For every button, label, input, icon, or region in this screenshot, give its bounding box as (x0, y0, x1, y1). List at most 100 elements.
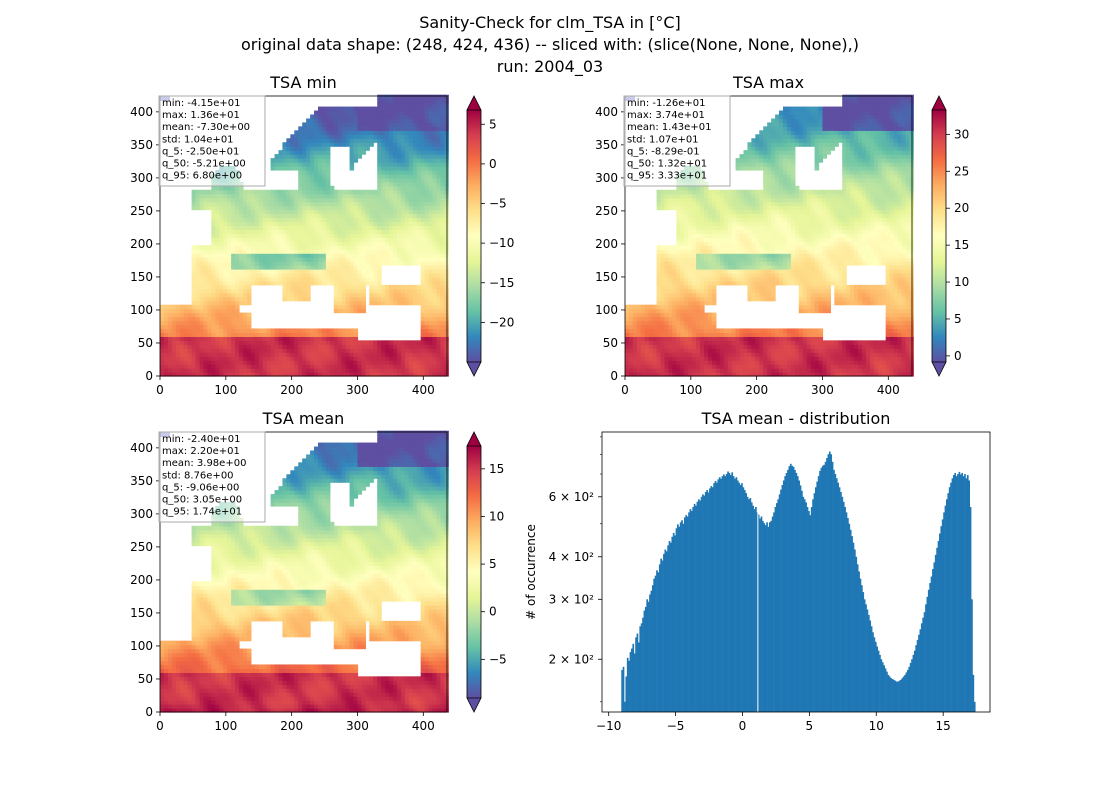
histogram-bar (856, 564, 859, 712)
stats-line: max: 1.36e+01 (162, 110, 240, 121)
tsa-max-colorbar-extend-max (931, 95, 947, 111)
histogram-bar (859, 578, 862, 712)
stats-line: max: 2.20e+01 (162, 446, 240, 457)
histogram-bar (944, 505, 947, 712)
histogram-bar (915, 645, 918, 712)
y-tick-label: 200 (130, 573, 153, 587)
histogram-bar (697, 499, 700, 712)
histogram-bar (902, 676, 905, 712)
x-tick-label: 200 (280, 719, 303, 733)
x-tick-label: 400 (877, 383, 900, 397)
histogram-bar (784, 476, 787, 712)
histogram-bar (683, 517, 686, 712)
histogram-bar (690, 511, 693, 712)
histogram-bar (874, 641, 877, 712)
histogram-bar (947, 493, 950, 712)
y-tick-label: 350 (130, 138, 153, 152)
histogram-bar (624, 701, 626, 712)
y-tick-label: 100 (595, 303, 618, 317)
histogram-bar (842, 501, 845, 712)
histogram-bar (785, 472, 788, 712)
histogram-bar (731, 472, 734, 712)
histogram-bar (770, 520, 773, 712)
histogram-bar (721, 476, 724, 712)
colorbar-tick-label: 0 (489, 605, 497, 619)
histogram-bar (827, 454, 830, 712)
histogram-bar (869, 620, 872, 712)
histogram-bar (791, 465, 793, 712)
histogram-bar (808, 511, 810, 712)
histogram-bar (966, 475, 969, 712)
colorbar-tick-label: −20 (489, 315, 514, 329)
tsa-min-map (160, 94, 449, 377)
histogram-bar (695, 505, 697, 712)
histogram-bar (769, 522, 771, 712)
histogram-bar (735, 477, 738, 712)
histogram-bar (788, 466, 791, 712)
colorbar-tick-label: −15 (489, 276, 514, 290)
x-tick-label: 300 (811, 383, 834, 397)
histogram-bar (714, 480, 717, 712)
tsa-min-colorbar (467, 110, 481, 362)
histogram-bar (767, 526, 770, 712)
y-tick-label: 150 (130, 606, 153, 620)
histogram-bar (897, 681, 899, 712)
histogram-bar (848, 523, 851, 712)
histogram-bar (855, 556, 858, 712)
histogram-bar (893, 679, 895, 712)
histogram-bar (900, 679, 902, 712)
y-tick-label: 150 (130, 270, 153, 284)
stats-line: q_5: -8.29e-01 (627, 146, 700, 157)
histogram-bar (703, 495, 706, 712)
x-tick-label: 400 (412, 719, 435, 733)
histogram-bar (925, 604, 927, 712)
histogram-bar (815, 487, 817, 712)
y-tick-label: 250 (130, 204, 153, 218)
histogram-bar (801, 490, 803, 712)
histogram-bar (865, 604, 867, 712)
histogram-bar (734, 478, 736, 712)
histogram-bar (918, 634, 920, 712)
stats-line: min: -2.40e+01 (162, 434, 241, 445)
histogram-bars (621, 451, 976, 712)
histogram-bar (820, 467, 823, 712)
histogram-bar (912, 654, 915, 712)
histogram-bar (658, 564, 661, 712)
histogram-bar (774, 507, 777, 712)
histogram-bar (831, 461, 834, 712)
stats-line: q_95: 1.74e+01 (162, 507, 242, 518)
histogram-bar (716, 482, 718, 712)
histogram-bar (741, 483, 743, 712)
histogram-bar (830, 454, 833, 712)
histogram-bar (629, 652, 632, 712)
histogram-bar (763, 523, 766, 712)
histogram-bar (633, 653, 636, 712)
histogram-bar (939, 533, 941, 712)
histogram-bar (766, 522, 768, 712)
y-tick-label: 3 × 10² (549, 592, 595, 606)
histogram-bar (748, 499, 750, 712)
x-tick-label: 0 (621, 383, 629, 397)
tsa-min-colorbar-extend-max (466, 95, 482, 111)
histogram-bar (929, 582, 931, 712)
histogram-bar (867, 614, 870, 712)
tsa-min-title: TSA min (269, 73, 336, 92)
x-tick-label: 100 (214, 719, 237, 733)
histogram-bar (753, 509, 756, 712)
x-tick-label: 15 (936, 719, 951, 733)
histogram-bar (739, 484, 742, 712)
figure-title-line-3: run: 2004_03 (496, 57, 604, 76)
histogram-bar (664, 549, 667, 712)
histogram-bar (936, 547, 938, 712)
x-tick-label: 300 (346, 383, 369, 397)
histogram-axes-frame (601, 431, 991, 713)
tsa-min-axes-frame (159, 95, 448, 377)
x-tick-label: −5 (667, 719, 685, 733)
histogram-bar (908, 666, 911, 712)
histogram-bar (951, 478, 954, 712)
histogram-bar (632, 643, 635, 712)
histogram-bar (759, 518, 761, 712)
histogram-bar (743, 490, 746, 712)
stats-line: q_95: 3.33e+01 (627, 171, 707, 182)
stats-line: mean: -7.30e+00 (162, 122, 250, 133)
